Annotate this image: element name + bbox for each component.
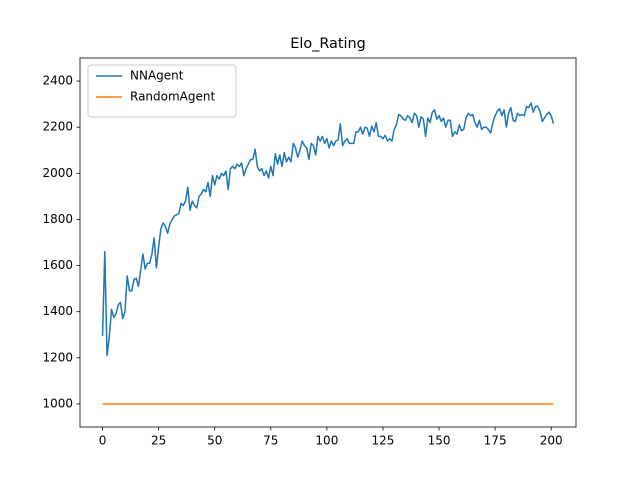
y-tick-label: 1800 — [42, 212, 73, 226]
legend-label: RandomAgent — [130, 90, 215, 104]
y-tick-label: 2400 — [42, 74, 73, 88]
x-tick-label: 150 — [428, 434, 451, 448]
y-tick-label: 1200 — [42, 350, 73, 364]
x-tick-label: 0 — [99, 434, 107, 448]
x-tick-label: 50 — [207, 434, 222, 448]
series-line — [101, 102, 555, 357]
y-tick-label: 1000 — [42, 396, 73, 410]
x-tick-label: 125 — [372, 434, 395, 448]
legend-box — [87, 64, 237, 118]
plot-frame — [79, 57, 577, 428]
legend-label: NNAgent — [130, 69, 184, 83]
y-tick-label: 2200 — [42, 120, 73, 134]
y-tick-label: 1400 — [42, 304, 73, 318]
y-tick-label: 1600 — [42, 258, 73, 272]
y-tick-label: 2000 — [42, 166, 73, 180]
x-tick-label: 100 — [315, 434, 338, 448]
x-tick-label: 200 — [540, 434, 563, 448]
x-tick-label: 75 — [263, 434, 278, 448]
x-tick-label: 175 — [484, 434, 507, 448]
chart-title: Elo_Rating — [290, 36, 366, 52]
x-tick-label: 25 — [151, 434, 166, 448]
